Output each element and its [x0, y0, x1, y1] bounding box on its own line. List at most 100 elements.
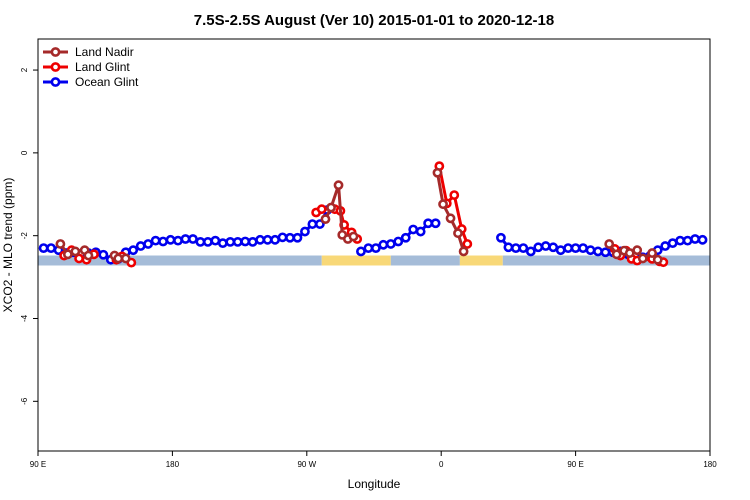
- x-tick-label: 90 W: [297, 460, 316, 469]
- ocean-glint-point: [232, 236, 243, 247]
- land-nadir-point: [333, 180, 344, 191]
- land-nadir-point: [604, 239, 615, 249]
- land-nadir-point: [62, 249, 73, 260]
- ocean-glint-point: [195, 236, 206, 247]
- y-tick-label: 2: [20, 67, 29, 72]
- land-nadir-point: [624, 248, 635, 258]
- x-tick-label: 90 E: [30, 460, 46, 469]
- land-nadir-line: [435, 172, 466, 252]
- ocean-glint-point: [188, 234, 198, 244]
- ocean-glint-point: [173, 235, 183, 246]
- ocean-glint-point: [262, 234, 273, 245]
- ocean-glint-point: [510, 243, 521, 254]
- x-tick-label: 180: [703, 460, 717, 469]
- ocean-glint-point: [270, 234, 280, 245]
- ocean-glint-point: [300, 226, 310, 237]
- plot-area: [37, 38, 711, 452]
- y-axis-label: XCO2 - MLO trend (ppm): [1, 178, 15, 313]
- ocean-glint-point: [548, 242, 559, 253]
- land-nadir-point: [83, 250, 94, 261]
- ocean-glint-point: [593, 246, 603, 257]
- land-nadir-point: [458, 246, 469, 257]
- ocean-glint-point: [408, 224, 419, 235]
- ocean-glint-point: [356, 246, 366, 257]
- ocean-glint-point: [143, 239, 154, 249]
- land-nadir-point: [445, 213, 456, 224]
- ocean-glint-point: [518, 243, 529, 254]
- ocean-glint-point: [158, 236, 168, 247]
- y-tick-label: -2: [20, 232, 29, 240]
- land-nadir-point: [113, 253, 124, 264]
- ocean-glint-point: [660, 241, 671, 251]
- x-tick-label: 0: [439, 460, 444, 469]
- ocean-glint-point: [600, 247, 611, 258]
- ocean-glint-point: [98, 249, 109, 260]
- land-nadir-point: [637, 253, 648, 264]
- ocean-glint-point: [46, 243, 56, 254]
- ocean-glint-point: [540, 241, 551, 251]
- land-glint-point: [316, 204, 327, 215]
- ocean-glint-point: [240, 236, 251, 247]
- land-nadir-point: [348, 231, 359, 242]
- ocean-glint-point: [210, 235, 221, 246]
- chart-title: 7.5S-2.5S August (Ver 10) 2015-01-01 to …: [194, 12, 554, 29]
- ocean-glint-point: [202, 236, 213, 247]
- ocean-glint-point: [578, 243, 588, 254]
- ocean-glint-point: [180, 234, 191, 244]
- ocean-glint-point: [503, 242, 514, 253]
- legend-land-nadir-label: Land Nadir: [75, 45, 134, 59]
- legend-land-glint-marker: [50, 62, 61, 72]
- land-glint-point: [449, 190, 460, 201]
- legend-ocean-glint-label: Ocean Glint: [75, 75, 139, 89]
- ocean-glint-point: [697, 234, 708, 245]
- ocean-glint-point: [585, 245, 596, 256]
- land-nadir-point: [453, 228, 463, 239]
- ocean-glint-point: [128, 245, 139, 256]
- land-nadir-point: [632, 245, 643, 256]
- ocean-glint-point: [555, 245, 566, 256]
- land-nadir-point: [120, 253, 131, 264]
- land-nadir-point: [320, 214, 331, 225]
- land-nadir-point: [70, 246, 81, 257]
- ocean-glint-point: [533, 242, 544, 253]
- ocean-glint-point: [225, 236, 236, 247]
- ocean-glint-point: [393, 236, 404, 247]
- x-axis-label: Longitude: [348, 477, 401, 491]
- ocean-glint-point: [682, 235, 693, 246]
- ocean-glint-point: [314, 219, 325, 229]
- legend-land-glint-label: Land Glint: [75, 60, 130, 74]
- ocean-glint-point: [415, 226, 426, 237]
- x-tick-label: 180: [166, 460, 180, 469]
- land-nadir-point: [647, 248, 658, 258]
- ocean-glint-point: [378, 239, 389, 250]
- ocean-glint-point: [247, 236, 258, 247]
- land-glint-point: [462, 239, 473, 249]
- ocean-glint-point: [135, 241, 146, 251]
- ocean-glint-point: [385, 239, 396, 249]
- x-axis: 90 E 180 90 W 0 90 E 180: [30, 451, 717, 469]
- y-tick-label: 0: [20, 150, 29, 155]
- ocean-glint-point: [675, 235, 686, 246]
- ocean-glint-point: [370, 243, 381, 254]
- land-nadir-point: [652, 254, 663, 265]
- ocean-glint-point: [423, 218, 434, 229]
- ocean-glint-point: [690, 234, 700, 244]
- ocean-glint-point: [217, 238, 228, 249]
- series-layer: [38, 161, 708, 268]
- ocean-glint-point: [496, 232, 506, 243]
- y-axis: 2 0 -2 -4 -6: [20, 67, 38, 405]
- ocean-glint-point: [363, 243, 374, 254]
- ocean-glint-point: [292, 232, 303, 243]
- ocean-glint-point: [255, 234, 266, 245]
- land-nadir-point: [326, 202, 336, 213]
- land-nadir-point: [432, 167, 443, 178]
- y-tick-label: -6: [20, 397, 29, 405]
- ocean-glint-point: [285, 232, 295, 243]
- ocean-glint-point: [150, 235, 161, 246]
- ocean-glint-point: [563, 243, 574, 254]
- ocean-glint-point: [570, 243, 581, 254]
- ocean-glint-point: [525, 246, 536, 257]
- ocean-glint-point: [165, 234, 176, 245]
